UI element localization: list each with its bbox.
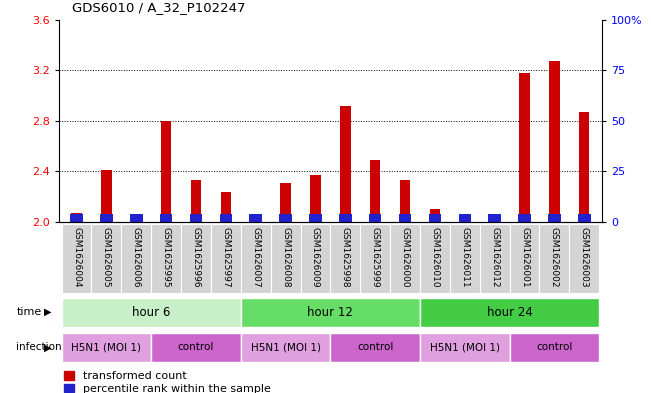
Bar [549,61,560,222]
Bar [340,106,350,222]
Bar [241,333,330,362]
Bar [390,224,420,293]
Bar [301,224,330,293]
Bar [339,215,352,222]
Bar [91,224,121,293]
Bar [241,224,271,293]
Bar [579,112,590,222]
Bar [101,170,111,222]
Text: control: control [357,342,393,353]
Text: ▶: ▶ [44,307,52,317]
Bar [62,333,151,362]
Bar [219,215,232,222]
Bar [121,224,151,293]
Bar [488,215,501,222]
Bar [420,333,510,362]
Text: GSM1625995: GSM1625995 [161,227,171,287]
Bar [279,215,292,222]
Bar [191,180,201,222]
Text: infection: infection [16,342,62,353]
Bar [241,298,420,327]
Legend: transformed count, percentile rank within the sample: transformed count, percentile rank withi… [64,371,271,393]
Bar [369,215,381,222]
Bar [399,215,411,222]
Bar [62,298,241,327]
Bar [370,160,380,222]
Bar [518,215,531,222]
Bar [430,209,440,222]
Bar [510,333,599,362]
Bar [360,224,390,293]
Bar [271,224,301,293]
Bar [510,224,540,293]
Bar [131,216,141,222]
Text: time: time [16,307,42,317]
Text: GSM1625996: GSM1625996 [191,227,201,287]
Text: H5N1 (MOI 1): H5N1 (MOI 1) [430,342,500,353]
Bar [400,180,410,222]
Text: GSM1626005: GSM1626005 [102,227,111,287]
Bar [249,215,262,222]
Bar [330,333,420,362]
Bar [578,215,590,222]
Text: GSM1626011: GSM1626011 [460,227,469,287]
Bar [458,215,471,222]
Text: GSM1625998: GSM1625998 [341,227,350,287]
Text: control: control [536,342,573,353]
Bar [570,224,599,293]
Bar [540,224,570,293]
Text: GDS6010 / A_32_P102247: GDS6010 / A_32_P102247 [72,1,245,14]
Text: H5N1 (MOI 1): H5N1 (MOI 1) [72,342,141,353]
Bar [480,224,510,293]
Bar [71,213,82,222]
Text: hour 6: hour 6 [132,305,171,319]
Text: hour 24: hour 24 [487,305,533,319]
Bar [151,224,181,293]
Text: GSM1626009: GSM1626009 [311,227,320,287]
Bar [519,73,530,222]
Bar [130,215,143,222]
Bar [100,215,113,222]
Text: GSM1626004: GSM1626004 [72,227,81,287]
Text: GSM1626000: GSM1626000 [400,227,409,287]
Bar [62,224,91,293]
Bar [181,224,211,293]
Bar [490,215,500,222]
Text: GSM1625997: GSM1625997 [221,227,230,287]
Bar [151,333,241,362]
Text: GSM1625999: GSM1625999 [370,227,380,287]
Bar [161,121,171,222]
Bar [428,215,441,222]
Bar [460,215,470,222]
Text: control: control [178,342,214,353]
Bar [311,175,321,222]
Text: GSM1626007: GSM1626007 [251,227,260,287]
Text: hour 12: hour 12 [307,305,353,319]
Text: ▶: ▶ [44,342,52,353]
Bar [211,224,241,293]
Bar [281,183,291,222]
Text: H5N1 (MOI 1): H5N1 (MOI 1) [251,342,320,353]
Bar [221,192,231,222]
Bar [160,215,173,222]
Text: GSM1626012: GSM1626012 [490,227,499,287]
Text: GSM1626001: GSM1626001 [520,227,529,287]
Text: GSM1626003: GSM1626003 [580,227,589,287]
Bar [548,215,561,222]
Bar [251,215,261,222]
Bar [189,215,202,222]
Text: GSM1626006: GSM1626006 [132,227,141,287]
Bar [450,224,480,293]
Text: GSM1626008: GSM1626008 [281,227,290,287]
Text: GSM1626002: GSM1626002 [550,227,559,287]
Bar [420,224,450,293]
Bar [309,215,322,222]
Bar [420,298,599,327]
Text: GSM1626010: GSM1626010 [430,227,439,287]
Bar [330,224,360,293]
Bar [70,215,83,222]
